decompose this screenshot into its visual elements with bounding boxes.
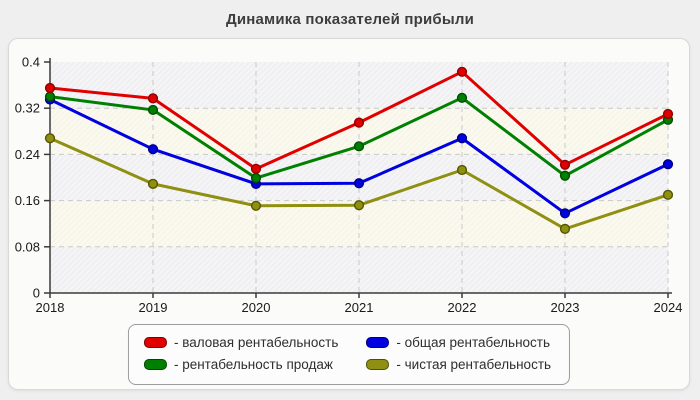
data-point-sales-profitability-2018 xyxy=(44,91,56,102)
chart-title: Динамика показателей прибыли xyxy=(225,11,475,28)
x-tick-label: 2021 xyxy=(345,300,374,315)
data-point-sales-profitability-2020 xyxy=(250,172,262,184)
legend-swatch-sales-profitability xyxy=(143,359,167,370)
y-tick-label: 0 xyxy=(33,286,40,301)
data-point-gross-profitability-2020 xyxy=(250,163,262,174)
legend-label: - общая рентабельность xyxy=(396,335,551,350)
data-point-net-profitability-2021 xyxy=(353,200,365,211)
data-point-total-profitability-2024 xyxy=(662,159,674,170)
data-point-net-profitability-2024 xyxy=(662,189,674,200)
y-tick-label: 0.08 xyxy=(15,239,40,254)
data-point-sales-profitability-2022 xyxy=(456,92,468,103)
data-point-net-profitability-2022 xyxy=(456,164,468,176)
x-tick-label: 2024 xyxy=(654,300,683,315)
x-tick-label: 2020 xyxy=(242,300,271,315)
y-tick-label: 0.16 xyxy=(15,193,40,208)
data-point-net-profitability-2020 xyxy=(250,200,262,211)
data-point-total-profitability-2022 xyxy=(456,133,468,144)
chart-legend: - валовая рентабельность - общая рентабел… xyxy=(127,324,571,385)
data-point-gross-profitability-2024 xyxy=(662,108,674,120)
data-point-sales-profitability-2021 xyxy=(353,141,365,152)
data-point-net-profitability-2019 xyxy=(147,178,159,189)
data-point-total-profitability-2019 xyxy=(147,144,159,155)
x-tick-label: 2019 xyxy=(139,300,168,315)
data-point-gross-profitability-2023 xyxy=(559,159,571,170)
legend-item-total-profitability: - общая рентабельность xyxy=(366,335,551,350)
data-point-sales-profitability-2023 xyxy=(559,170,571,181)
legend-label: - чистая рентабельность xyxy=(396,357,552,372)
x-tick-label: 2022 xyxy=(448,300,477,315)
legend-swatch-net-profitability xyxy=(366,359,390,370)
y-tick-label: 0.32 xyxy=(15,101,40,116)
x-tick-label: 2018 xyxy=(36,300,65,315)
data-point-sales-profitability-2019 xyxy=(147,104,159,116)
legend-swatch-total-profitability xyxy=(366,337,390,348)
legend-swatch-gross-profitability xyxy=(143,337,167,348)
legend-label: - рентабельность продаж xyxy=(173,357,333,372)
data-point-gross-profitability-2018 xyxy=(44,82,56,94)
chart-plot-area: 0 0.08 0.16 0.24 0.32 0.4 2018 2019 2020 2021 2022… xyxy=(15,55,683,316)
y-tick-label: 0.4 xyxy=(22,55,40,70)
y-tick-label: 0.24 xyxy=(15,147,40,162)
data-point-gross-profitability-2021 xyxy=(353,117,365,128)
legend-item-sales-profitability: - рентабельность продаж xyxy=(143,357,338,372)
data-point-net-profitability-2018 xyxy=(44,133,56,144)
data-point-total-profitability-2021 xyxy=(353,178,365,189)
data-point-total-profitability-2023 xyxy=(559,208,571,219)
legend-label: - валовая рентабельность xyxy=(173,335,339,350)
chart-panel: 0 0.08 0.16 0.24 0.32 0.4 2018 2019 2020 2021 2022… xyxy=(8,38,690,390)
data-point-net-profitability-2023 xyxy=(559,223,571,234)
data-point-gross-profitability-2022 xyxy=(456,66,468,77)
legend-item-gross-profitability: - валовая рентабельность xyxy=(143,335,339,350)
data-point-gross-profitability-2019 xyxy=(147,93,159,104)
legend-item-net-profitability: - чистая рентабельность xyxy=(366,357,551,372)
x-tick-label: 2023 xyxy=(551,300,580,315)
